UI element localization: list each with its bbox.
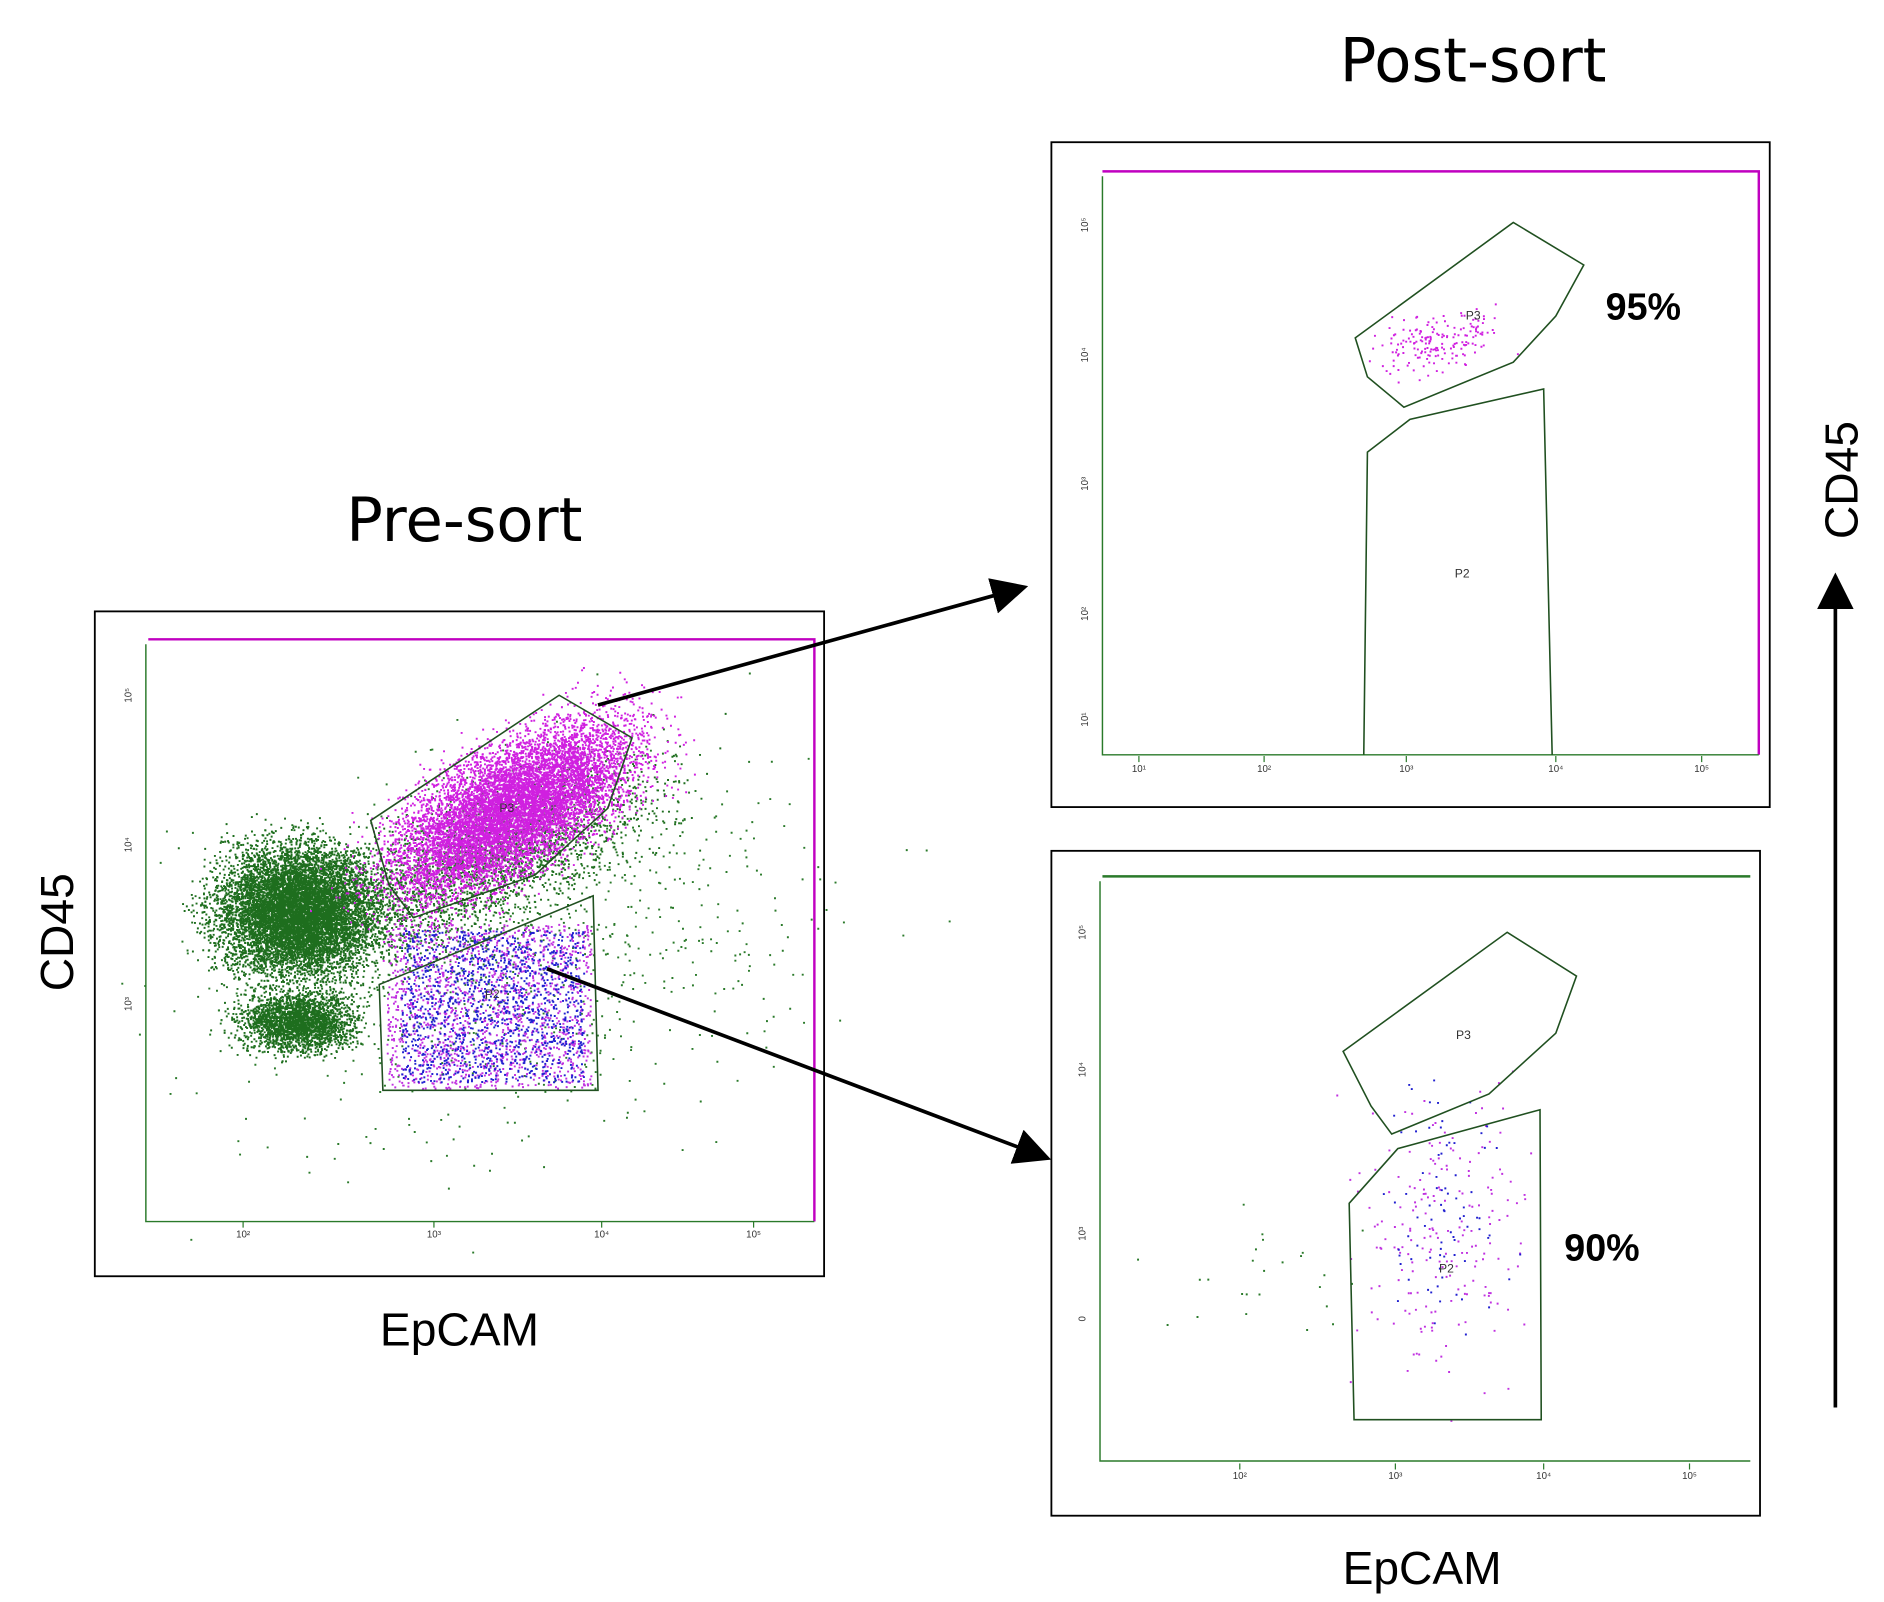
event-cloud <box>177 813 416 1013</box>
y-tick-label: 10⁵ <box>1080 217 1091 232</box>
x-label: EpCAM <box>380 1304 539 1356</box>
arrow <box>546 967 1052 1164</box>
title: Post-sort <box>1340 26 1607 96</box>
purity: 95% <box>1606 286 1681 328</box>
event-cloud <box>401 929 586 1084</box>
x-tick-label: 10⁵ <box>1682 1471 1697 1482</box>
plot-frame <box>1050 849 1761 1517</box>
y-label: CD45 <box>31 873 83 991</box>
title: Pre-sort <box>346 486 582 556</box>
gate <box>369 694 634 919</box>
axes <box>145 644 815 1223</box>
event-cloud <box>1137 1203 1364 1331</box>
plot-frame <box>1050 141 1771 808</box>
x-tick-label: 10³ <box>427 1229 442 1240</box>
y-tick-label: 0 <box>1077 1315 1088 1321</box>
gate-label: P3 <box>499 801 514 815</box>
plot-frame <box>93 610 826 1278</box>
y-tick-label: 10³ <box>123 996 134 1011</box>
event-cloud <box>210 981 380 1064</box>
x-tick-label: 10³ <box>1399 764 1414 775</box>
x-label: EpCAM <box>1343 1542 1502 1594</box>
gate-label: P3 <box>1466 309 1481 323</box>
y-tick-label: 10⁵ <box>1077 925 1088 940</box>
x-tick-label: 10³ <box>1388 1471 1403 1482</box>
x-tick-label: 10⁴ <box>594 1229 609 1240</box>
gate-label: P2 <box>485 987 500 1001</box>
x-tick-label: 10⁴ <box>1536 1471 1551 1482</box>
events <box>121 303 1533 1422</box>
event-cloud <box>1336 1070 1533 1422</box>
x-tick-label: 10⁴ <box>1548 764 1563 775</box>
x-tick-label: 10⁵ <box>1694 764 1709 775</box>
y-tick-label: 10⁴ <box>1077 1062 1088 1077</box>
y-tick-label: 10⁴ <box>123 837 134 852</box>
axes <box>1101 176 1759 756</box>
x-tick-label: 10² <box>236 1229 251 1240</box>
gate-label: P2 <box>1439 1262 1454 1276</box>
y-label: CD45 <box>1815 421 1867 539</box>
y-tick-label: 10⁵ <box>123 688 134 703</box>
x-tick-label: 10¹ <box>1132 764 1147 775</box>
gate-label: P2 <box>1455 566 1470 580</box>
x-tick-label: 10² <box>1257 764 1272 775</box>
gate <box>1354 221 1585 409</box>
gate <box>378 894 599 1092</box>
x-tick-label: 10⁵ <box>746 1229 761 1240</box>
y-tick-label: 10⁴ <box>1080 347 1091 362</box>
event-cloud <box>1368 303 1519 384</box>
x-tick-label: 10² <box>1233 1471 1248 1482</box>
gate <box>1348 1108 1543 1421</box>
y-tick-label: 10³ <box>1077 1226 1088 1241</box>
axes <box>1099 881 1751 1462</box>
y-tick-label: 10² <box>1080 606 1091 621</box>
arrow <box>597 578 1029 707</box>
y-tick-label: 10¹ <box>1080 712 1091 727</box>
y-tick-label: 10³ <box>1080 476 1091 491</box>
plot-boundary <box>148 638 816 1222</box>
event-cloud <box>1382 1079 1522 1336</box>
plot-boundary <box>1102 170 1761 755</box>
gate <box>1362 387 1553 755</box>
gate-label: P3 <box>1456 1028 1471 1042</box>
gate <box>1342 931 1578 1136</box>
purity: 90% <box>1564 1226 1639 1268</box>
event-cloud <box>310 667 696 962</box>
